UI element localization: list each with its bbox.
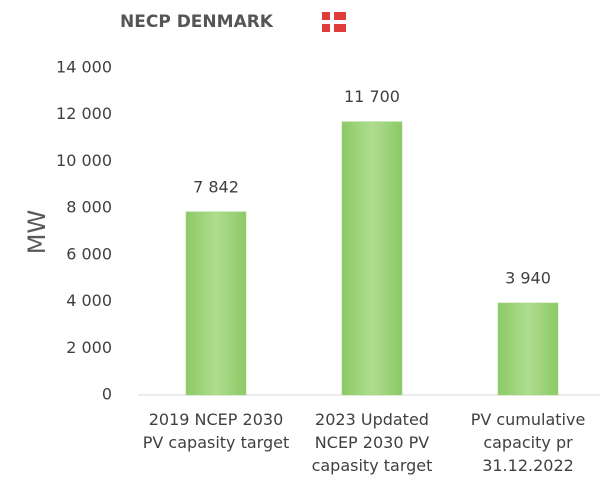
flag bbox=[322, 12, 346, 32]
chart-title: NECP DENMARK bbox=[120, 12, 274, 32]
bar bbox=[341, 121, 403, 396]
data-label: 11 700 bbox=[344, 87, 400, 106]
bar bbox=[185, 211, 247, 396]
data-label: 7 842 bbox=[193, 177, 239, 196]
y-tick-label: 2 000 bbox=[66, 338, 112, 357]
x-tick-label: 2023 Updated NCEP 2030 PV capasity targe… bbox=[311, 410, 433, 475]
data-label: 3 940 bbox=[505, 268, 551, 287]
y-tick-label: 0 bbox=[102, 385, 112, 404]
y-axis-label: MW bbox=[23, 210, 51, 254]
y-tick-label: 6 000 bbox=[66, 244, 112, 263]
bar bbox=[497, 302, 559, 396]
x-tick-label: 2019 NCEP 2030 PV capasity target bbox=[142, 410, 290, 452]
y-tick-label: 14 000 bbox=[56, 58, 112, 77]
y-tick-label: 4 000 bbox=[66, 291, 112, 310]
y-tick-label: 10 000 bbox=[56, 151, 112, 170]
y-tick-label: 12 000 bbox=[56, 104, 112, 123]
x-tick-label: PV cumulative capacity pr 31.12.2022 bbox=[470, 410, 586, 475]
y-tick-label: 8 000 bbox=[66, 198, 112, 217]
